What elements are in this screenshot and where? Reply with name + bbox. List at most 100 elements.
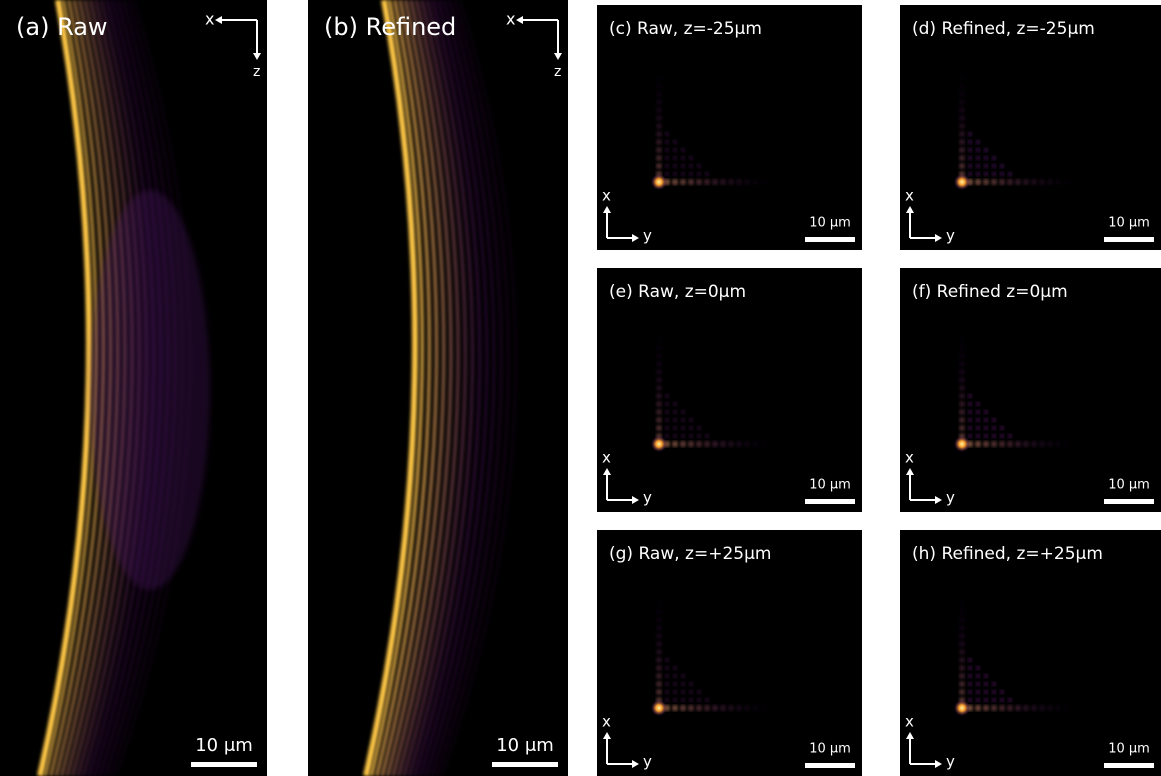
scale-bar-label: 10 μm (1108, 216, 1150, 231)
main-lobe (954, 700, 970, 716)
intensity-pattern (651, 75, 767, 190)
lobe (975, 681, 981, 687)
axis-label: x (602, 713, 611, 731)
lobe (991, 697, 997, 703)
lobe (664, 697, 670, 703)
lobe (656, 99, 662, 105)
lobe (959, 155, 965, 161)
lobe (759, 440, 767, 448)
fringe (402, 0, 468, 776)
lobe (999, 689, 1005, 695)
lobe (1038, 440, 1046, 448)
lobe (672, 171, 678, 177)
lobe (687, 704, 695, 712)
lobe (959, 681, 965, 687)
lobe (999, 697, 1005, 703)
scale-bar (492, 762, 558, 767)
lobe (959, 665, 965, 671)
lobe (959, 657, 965, 663)
lobe (656, 91, 662, 97)
fringe (380, 0, 439, 776)
lobe (975, 147, 981, 153)
lobe (671, 704, 679, 712)
lobe (959, 139, 965, 145)
panel-background (900, 5, 1161, 250)
scale-bar-label: 10 μm (809, 478, 851, 493)
lobe (991, 171, 997, 177)
lobe (1054, 440, 1062, 448)
lobe (959, 641, 965, 647)
intensity-pattern (37, 0, 210, 776)
arrow-head (215, 16, 222, 24)
lobe (975, 425, 981, 431)
lobe (704, 171, 710, 177)
lobe (672, 665, 678, 671)
lobe (983, 155, 989, 161)
lobe (991, 681, 997, 687)
lobe (967, 665, 973, 671)
lobe (688, 417, 694, 423)
scale-bar-label: 10 μm (195, 735, 253, 756)
lobe (975, 155, 981, 161)
lobe (975, 673, 981, 679)
lobe (959, 361, 965, 367)
panel-background (597, 5, 862, 250)
lobe (983, 433, 989, 439)
lobe (991, 425, 997, 431)
fringe (423, 0, 496, 776)
lobe (967, 401, 973, 407)
lobe (967, 657, 973, 663)
lobe (680, 147, 686, 153)
lobe (727, 440, 735, 448)
lobe (688, 681, 694, 687)
lobe (687, 440, 695, 448)
lobe (983, 689, 989, 695)
lobe (959, 147, 965, 153)
lobe (672, 147, 678, 153)
lobe (974, 178, 982, 186)
lobe (967, 131, 973, 137)
haze (90, 190, 210, 590)
scale-bar-label: 10 μm (1108, 742, 1150, 757)
lobe (967, 417, 973, 423)
lobe (656, 633, 662, 639)
panel-background (900, 268, 1161, 512)
lobe (1054, 178, 1062, 186)
lobe (719, 440, 727, 448)
panel-label: (h) Refined, z=+25μm (912, 544, 1103, 564)
lobe (967, 425, 973, 431)
axis-label: y (946, 753, 955, 771)
lobe (959, 601, 965, 607)
lobe (680, 681, 686, 687)
lobe (1014, 178, 1022, 186)
lobe (975, 417, 981, 423)
lobe (672, 425, 678, 431)
lobe (656, 131, 662, 137)
lobe (680, 171, 686, 177)
lobe (696, 163, 702, 169)
lobe (711, 704, 719, 712)
lobe (983, 147, 989, 153)
lobe (959, 75, 965, 81)
lobe (671, 178, 679, 186)
lobe (999, 171, 1005, 177)
lobe (983, 425, 989, 431)
lobe (743, 440, 751, 448)
lobe (959, 409, 965, 415)
lobe (967, 673, 973, 679)
lobe (680, 673, 686, 679)
fringe (396, 0, 460, 776)
panel-label: (d) Refined, z=-25μm (912, 19, 1095, 39)
axis-label: x (602, 449, 611, 467)
lobe (959, 609, 965, 615)
main-lobe (954, 174, 970, 190)
lobe (656, 107, 662, 113)
fringe (434, 0, 511, 776)
lobe (656, 393, 662, 399)
lobe (751, 440, 759, 448)
fringe (418, 0, 489, 776)
fringe (429, 0, 503, 776)
arrow-head (632, 234, 639, 242)
main-lobe (651, 174, 667, 190)
lobe (1054, 704, 1062, 712)
